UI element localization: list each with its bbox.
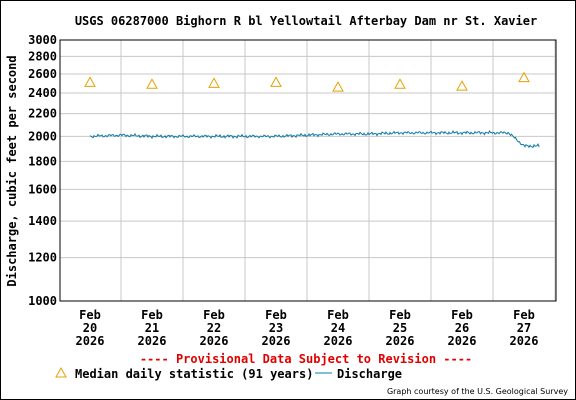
x-tick-day: 24 [331,321,345,335]
x-tick-year: 2026 [262,334,291,348]
y-axis-label: Discharge, cubic feet per second [5,55,19,286]
median-legend-icon [55,366,67,378]
x-tick-day: 25 [393,321,407,335]
x-tick-day: 27 [517,321,531,335]
median-point [84,76,96,87]
discharge-legend-label: Discharge [337,367,402,381]
median-point [456,80,468,91]
y-tick-label: 2400 [28,86,57,100]
y-tick-label: 3000 [28,33,57,47]
x-tick-month: Feb [141,308,163,322]
x-tick-year: 2026 [138,334,167,348]
usgs-credit: Graph courtesy of the U.S. Geological Su… [387,387,568,396]
median-point [518,71,530,83]
x-tick-day: 23 [269,321,283,335]
x-axis-ticks: Feb202026Feb212026Feb222026Feb232026Feb2… [76,308,539,348]
x-tick-year: 2026 [76,334,105,348]
y-tick-label: 2200 [28,107,57,121]
y-tick-label: 1800 [28,154,57,168]
y-tick-label: 1600 [28,182,57,196]
x-tick-year: 2026 [510,334,539,348]
x-tick-month: Feb [513,308,535,322]
median-point [332,81,344,92]
x-tick-year: 2026 [448,334,477,348]
x-tick-month: Feb [389,308,411,322]
x-tick-day: 22 [207,321,221,335]
discharge-line [89,129,540,149]
x-tick-day: 26 [455,321,469,335]
y-tick-label: 2600 [28,67,57,81]
plot-area [60,40,556,301]
x-tick-month: Feb [79,308,101,322]
median-point [394,78,406,89]
plot-border [59,39,557,302]
y-tick-label: 2000 [28,129,57,143]
x-tick-month: Feb [327,308,349,322]
y-axis-ticks: 1000 1200 1400 1600 1800 2000 2200 2400 2600 2800… [28,33,57,308]
y-tick-label: 1000 [28,294,57,308]
grid-lines [60,40,556,301]
y-tick-label: 1400 [28,214,57,228]
x-tick-month: Feb [451,308,473,322]
legend: Median daily statistic (91 years) Discha… [55,366,402,381]
x-tick-year: 2026 [324,334,353,348]
x-tick-year: 2026 [386,334,415,348]
x-tick-year: 2026 [200,334,229,348]
x-tick-day: 20 [83,321,97,335]
chart-title: USGS 06287000 Bighorn R bl Yellowtail Af… [75,14,537,28]
x-tick-day: 21 [145,321,159,335]
median-point [270,76,282,87]
y-tick-label: 1200 [28,251,57,265]
series-layer [84,71,540,149]
y-tick-label: 2800 [28,49,57,63]
median-point [208,77,220,88]
median-legend-label: Median daily statistic (91 years) [75,367,313,381]
provisional-note: ---- Provisional Data Subject to Revisio… [140,352,472,366]
x-tick-month: Feb [265,308,287,322]
median-point [146,78,158,89]
x-tick-month: Feb [203,308,225,322]
